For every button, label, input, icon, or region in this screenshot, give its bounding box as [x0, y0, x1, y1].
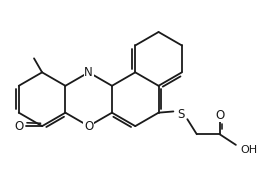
Text: O: O	[84, 120, 93, 133]
Text: S: S	[177, 108, 184, 121]
Text: N: N	[84, 66, 93, 79]
Text: O: O	[215, 109, 224, 122]
Text: OH: OH	[241, 145, 258, 155]
Text: O: O	[15, 120, 24, 133]
